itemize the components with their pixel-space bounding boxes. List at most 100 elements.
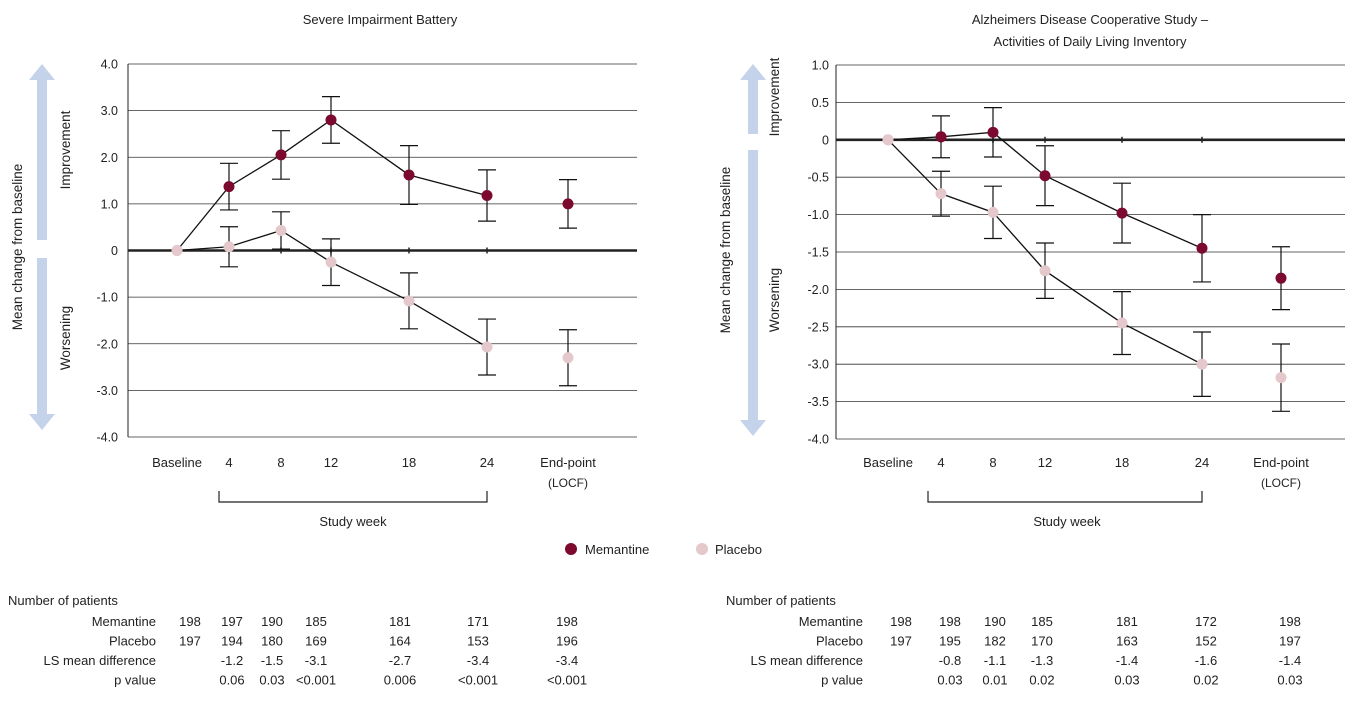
study-week-bracket [927, 491, 1203, 503]
data-point [987, 206, 999, 218]
table-cell: 196 [556, 634, 578, 649]
table-heading: Number of patients [726, 593, 836, 608]
data-point [935, 188, 947, 200]
data-point [275, 224, 287, 236]
table-cell: 197 [890, 634, 912, 649]
patients-table: Number of patients Memantine 198 197 190 185 1… [8, 593, 587, 688]
legend-marker-memantine [565, 543, 577, 555]
improvement-label: Improvement [767, 57, 782, 136]
data-point [987, 126, 999, 138]
x-category-label: 24 [480, 455, 494, 470]
table-cell: 198 [179, 614, 201, 629]
table-cell: -1.1 [984, 653, 1006, 668]
x-category-label: 18 [1115, 455, 1129, 470]
table-cell: 194 [221, 634, 243, 649]
data-point [1116, 207, 1128, 219]
x-category-label: 8 [989, 455, 996, 470]
table-cell: 0.03 [259, 673, 284, 688]
table-cell: 0.06 [219, 673, 244, 688]
table-cell: 0.02 [1029, 673, 1054, 688]
x-category-label: 4 [225, 455, 232, 470]
data-point [1196, 358, 1208, 370]
x-axis-label: Study week [1033, 514, 1101, 529]
y-tick-label: 1.0 [101, 197, 118, 211]
worsening-label: Worsening [58, 306, 73, 370]
y-axis-label: Mean change from baseline [10, 164, 25, 331]
series-line [176, 229, 488, 348]
x-category-label: Baseline [152, 455, 202, 470]
table-cell: 0.03 [1277, 673, 1302, 688]
table-cell: -3.4 [467, 653, 489, 668]
data-point [882, 134, 894, 146]
data-point [1275, 372, 1287, 384]
table-cell: 169 [305, 634, 327, 649]
table-cell: 181 [1116, 614, 1138, 629]
table-cell: 180 [261, 634, 283, 649]
y-tick-label: -1.0 [807, 208, 829, 222]
table-cell: 164 [389, 634, 411, 649]
table-cell: 171 [467, 614, 489, 629]
legend-label-placebo: Placebo [715, 542, 762, 557]
table-cell: 163 [1116, 634, 1138, 649]
table-row-label: Placebo [109, 634, 156, 649]
table-row-label: p value [114, 673, 156, 688]
y-tick-label: -1.0 [96, 291, 118, 305]
table-row-label: LS mean difference [751, 653, 864, 668]
chart-panel-1: Severe Impairment Battery 4.0 3.0 2.0 1.0 0 -1… [8, 12, 637, 688]
table-cell: 195 [939, 634, 961, 649]
chart-subtitle: Activities of Daily Living Inventory [994, 34, 1187, 49]
table-cell: -1.4 [1116, 653, 1138, 668]
table-cell: 0.02 [1193, 673, 1218, 688]
table-cell: 172 [1195, 614, 1217, 629]
data-point [171, 245, 183, 256]
y-tick-label: 2.0 [101, 151, 118, 165]
table-cell: <0.001 [458, 673, 498, 688]
chart-title: Alzheimers Disease Cooperative Study – [972, 12, 1209, 27]
table-cell: 190 [984, 614, 1006, 629]
study-week-bracket [218, 491, 488, 503]
data-point [562, 352, 574, 364]
table-row-label: Memantine [92, 614, 156, 629]
table-cell: 197 [1279, 634, 1301, 649]
worsening-label: Worsening [767, 268, 782, 332]
worsening-arrow [29, 258, 55, 430]
table-cell: -0.8 [939, 653, 961, 668]
table-cell: 190 [261, 614, 283, 629]
table-cell: 185 [1031, 614, 1053, 629]
table-cell: 0.01 [982, 673, 1007, 688]
chart-title: Severe Impairment Battery [303, 12, 458, 27]
x-category-label: Baseline [863, 455, 913, 470]
improvement-arrow [740, 64, 766, 134]
x-endpoint-sublabel: (LOCF) [548, 476, 588, 490]
y-tick-label: -3.0 [807, 358, 829, 372]
data-point [403, 169, 415, 181]
x-category-label: End-point [540, 455, 596, 470]
improvement-label: Improvement [58, 110, 73, 189]
y-tick-label: 3.0 [101, 104, 118, 118]
table-row-label: p value [821, 673, 863, 688]
table-cell: 197 [221, 614, 243, 629]
data-point [1196, 242, 1208, 254]
table-cell: 182 [984, 634, 1006, 649]
y-tick-label: 0.5 [812, 96, 829, 110]
y-tick-label: 0 [111, 244, 118, 258]
data-point [223, 181, 235, 193]
worsening-arrow [740, 150, 766, 436]
x-category-label: 4 [937, 455, 944, 470]
table-row-label: LS mean difference [44, 653, 157, 668]
table-heading: Number of patients [8, 593, 118, 608]
data-point [325, 256, 337, 268]
y-tick-label: 0 [822, 133, 829, 147]
table-cell: -1.2 [221, 653, 243, 668]
patients-table: Number of patients Memantine 198 198 190 185 1… [726, 593, 1303, 688]
data-point [223, 241, 235, 253]
x-category-label: 12 [324, 455, 338, 470]
data-point [1039, 265, 1051, 277]
y-tick-label: -2.0 [807, 283, 829, 297]
y-tick-label: 1.0 [812, 59, 829, 73]
data-point [562, 198, 574, 210]
y-tick-label: -0.5 [807, 171, 829, 185]
x-category-label: 18 [402, 455, 416, 470]
x-category-label: 24 [1195, 455, 1209, 470]
